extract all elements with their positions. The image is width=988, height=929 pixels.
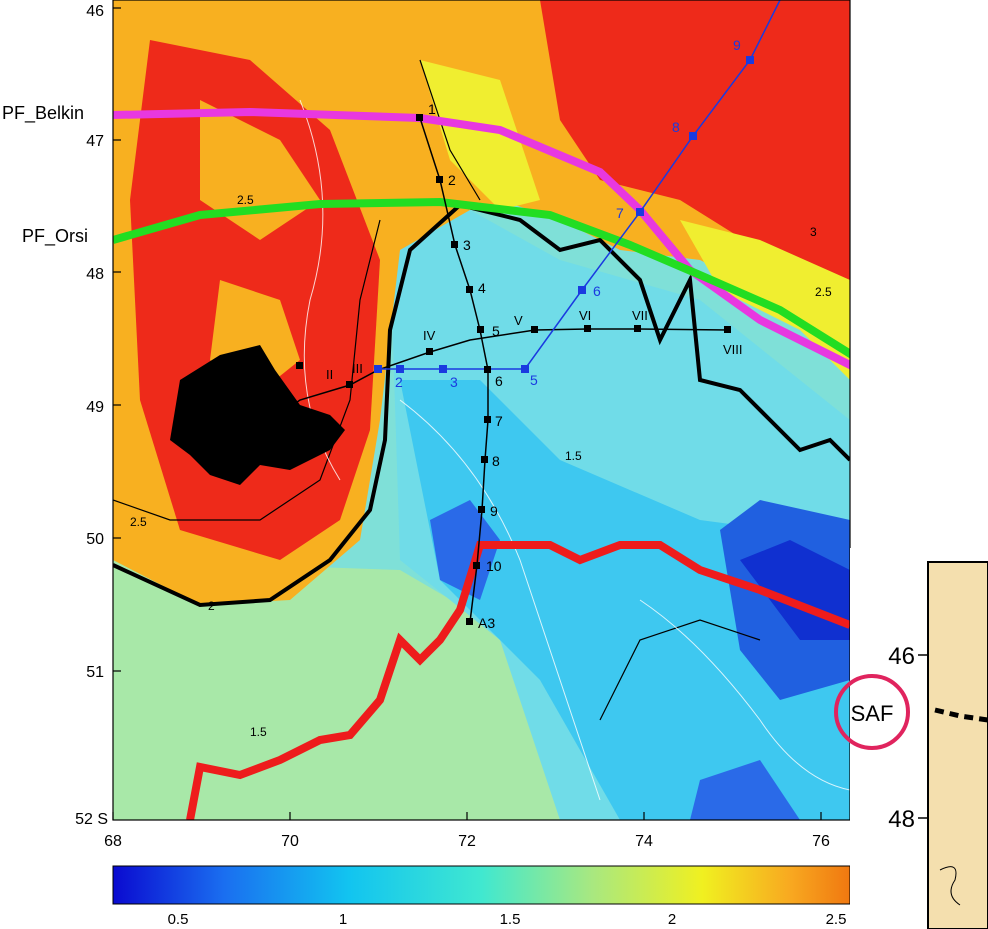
contour-thin-2 <box>419 59 481 201</box>
station-label: A3 <box>478 615 495 631</box>
blue-low-4 <box>690 760 800 820</box>
yellow-strip <box>420 60 540 210</box>
bathy-contour-2 <box>399 399 601 801</box>
x-tick-label: 72 <box>458 833 476 850</box>
front-pf-belkin <box>113 107 850 370</box>
station-label: 8 <box>492 453 500 469</box>
inset-land <box>927 561 988 929</box>
inset-map: 46 48 SAF <box>834 548 988 929</box>
y-tick-label: 48 <box>86 266 104 283</box>
contour-label: 2.5 <box>237 193 254 207</box>
y-axis-ticks <box>113 7 121 672</box>
station-label-blue: 2 <box>395 374 403 390</box>
y-tick-label: 46 <box>86 3 104 20</box>
colorbar-tick-label: 2.5 <box>826 911 847 928</box>
station-label: 5 <box>492 323 500 339</box>
station-label-roman: I <box>268 396 272 411</box>
station-label: 3 <box>463 237 471 253</box>
colorbar-tick-label: 2 <box>668 911 676 928</box>
contour-label: 2.5 <box>130 515 147 529</box>
inset-coastline <box>939 866 961 906</box>
station-label: 1 <box>428 101 436 117</box>
y-tick-label: 50 <box>86 531 104 548</box>
contour-label: 1.5 <box>565 449 582 463</box>
contour-thin-1 <box>113 219 381 521</box>
blue-low-1 <box>430 500 500 600</box>
x-axis-ticks <box>112 812 822 820</box>
front-red <box>186 541 850 820</box>
x-tick-label: 74 <box>635 833 653 850</box>
label-pf-orsi: PF_Orsi <box>22 226 88 247</box>
y-tick-label: 52 S <box>75 811 108 828</box>
station-label: 6 <box>495 373 503 389</box>
label-pf-belkin: PF_Belkin <box>2 103 84 124</box>
contour-label: 2.5 <box>815 285 832 299</box>
contour-label: 2 <box>208 599 215 613</box>
front-pf-orsi <box>113 197 850 359</box>
x-tick-label: 70 <box>281 833 299 850</box>
station-markers-blue <box>374 56 754 373</box>
saf-highlight-circle <box>834 674 910 750</box>
station-label-roman: VI <box>579 308 591 323</box>
inset-saf-label: SAF <box>851 701 894 726</box>
colorbar-tick-label: 1.5 <box>500 911 521 928</box>
station-label: 2 <box>448 172 456 188</box>
x-tick-label: 76 <box>812 833 830 850</box>
y-tick-label: 49 <box>86 399 104 416</box>
station-label: 9 <box>490 503 498 519</box>
station-label-blue: 5 <box>530 372 538 388</box>
station-markers-black <box>268 114 731 625</box>
station-label-roman: III <box>352 361 363 376</box>
bathy-contour-3 <box>639 599 850 791</box>
station-label-blue: 9 <box>733 37 741 53</box>
contour-bold <box>113 202 850 608</box>
contour-label: 1.5 <box>250 725 267 739</box>
colorbar-tick-label: 0.5 <box>168 911 189 928</box>
inset-lat-46: 46 <box>888 643 915 670</box>
inset-saf-front <box>934 707 988 723</box>
station-label-roman: IV <box>423 328 436 343</box>
station-label: 7 <box>495 413 503 429</box>
contour-thin-3 <box>599 619 761 721</box>
x-tick-label: 68 <box>104 833 122 850</box>
map-plot-area: 1 2 3 4 5 6 7 8 9 10 A3 I II III IV V VI… <box>113 0 850 820</box>
station-label-blue: 6 <box>593 283 601 299</box>
station-label-roman: V <box>514 313 523 328</box>
station-label-roman: VIII <box>723 342 743 357</box>
station-label-blue: 3 <box>450 374 458 390</box>
transect-black-ew <box>271 328 729 421</box>
colorbar-tick-label: 1 <box>339 911 347 928</box>
y-tick-label: 51 <box>86 664 104 681</box>
station-label-roman: II <box>326 367 333 382</box>
kerguelen-island <box>170 345 345 485</box>
colorbar <box>112 865 851 905</box>
plot-frame <box>112 0 851 821</box>
station-label-roman: VII <box>632 308 648 323</box>
station-label-blue: 8 <box>672 119 680 135</box>
y-tick-label: 47 <box>86 133 104 150</box>
station-label: 10 <box>486 558 502 574</box>
contour-label: 3 <box>810 225 817 239</box>
station-label-blue: 7 <box>616 205 624 221</box>
station-label: 4 <box>478 280 486 296</box>
inset-lat-48: 48 <box>888 806 915 833</box>
light-blue-zone <box>400 380 850 820</box>
